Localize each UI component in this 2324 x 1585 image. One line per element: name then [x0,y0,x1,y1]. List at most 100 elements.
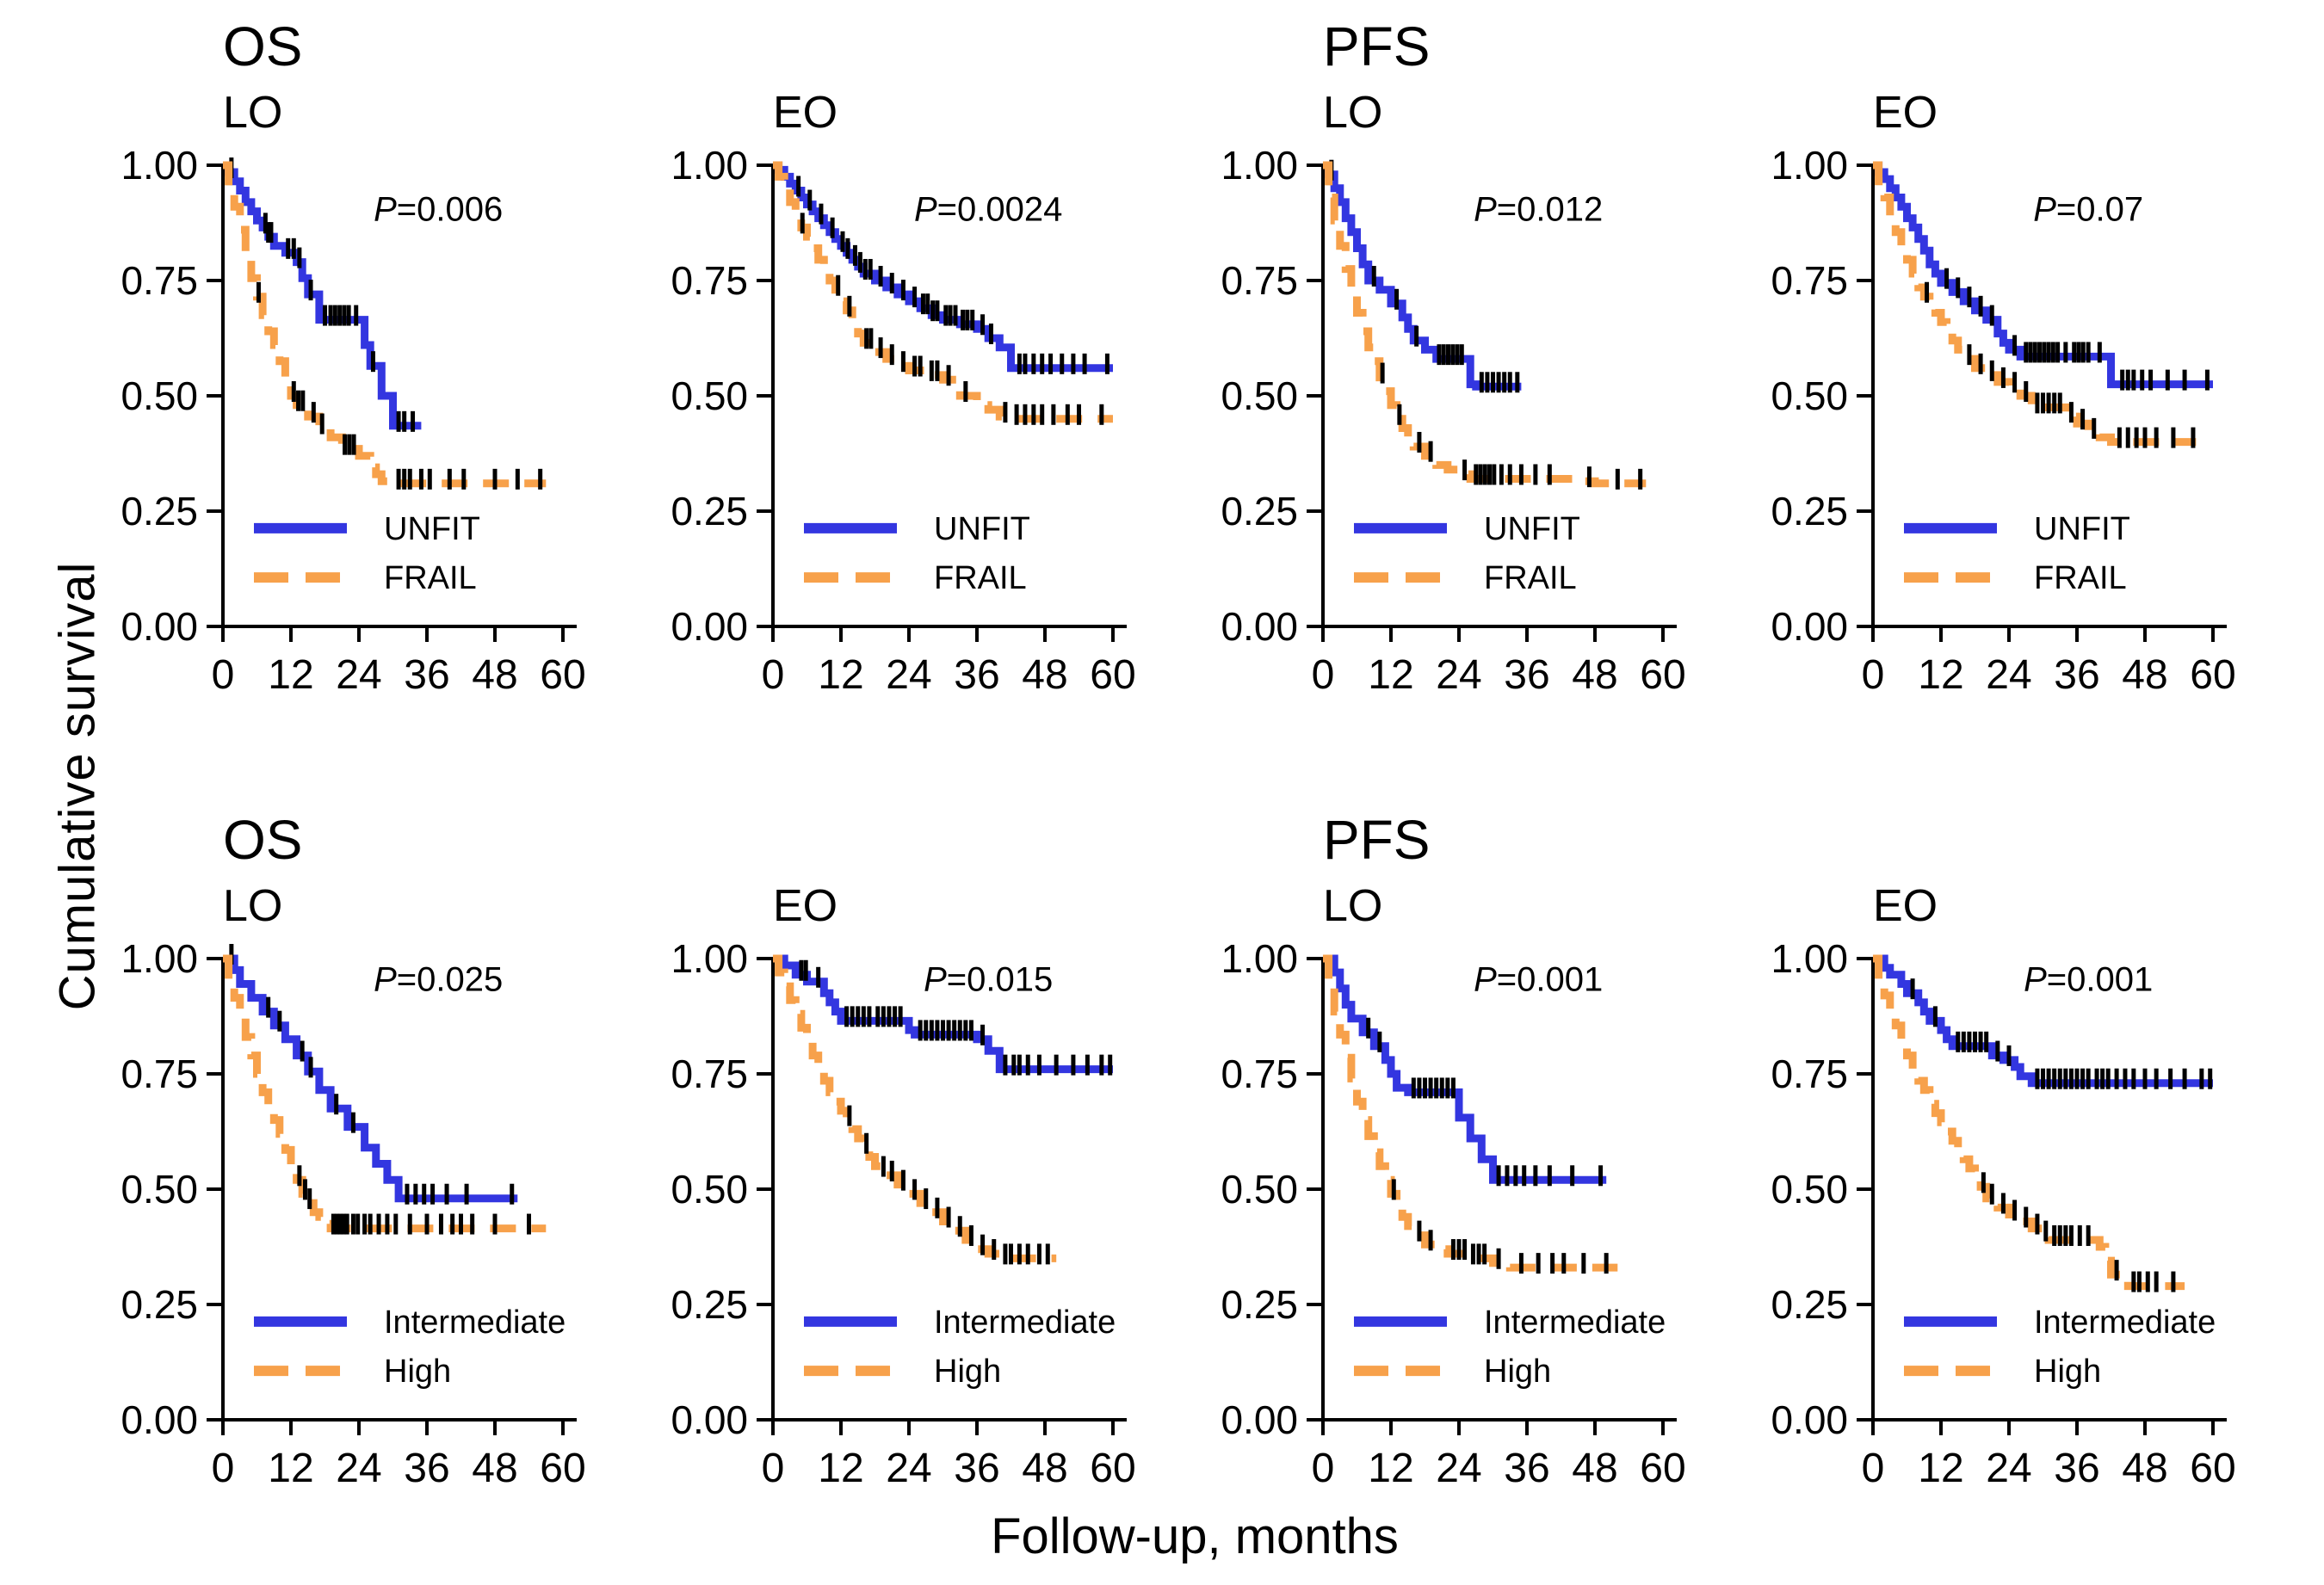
y-tick-label: 1.00 [1771,143,1848,188]
x-tick-label: 60 [1090,1446,1135,1491]
p-value-label: P=0.012 [1474,190,1603,228]
y-tick-label: 1.00 [121,936,198,981]
y-tick-label: 0.25 [121,489,198,533]
legend-label-high: High [2034,1354,2101,1390]
legend-label-high: High [384,1354,451,1390]
km-plot-svg: 1.00 0.75 0.50 0.25 0.00 0 12 24 36 48 60 P=0.015 In… [671,936,1135,1491]
legend-label-unfit: UNFIT [2034,511,2130,547]
legend-label-intermediate: Intermediate [384,1304,566,1341]
panel-group-title: OS [223,809,303,871]
x-tick-label: 48 [2122,652,2167,698]
y-tick-label: 0.25 [121,1282,198,1327]
x-tick-label: 60 [2190,1446,2235,1491]
km-curve-intermediate [773,954,1113,1074]
x-tick-label: 24 [886,1446,931,1491]
x-tick-label: 24 [1436,652,1481,698]
p-value-label: P=0.0024 [914,190,1062,228]
legend-label-frail: FRAIL [2034,560,2127,596]
x-tick-label: 36 [404,1446,449,1491]
x-tick-label: 36 [1504,1446,1549,1491]
y-tick-label: 0.50 [671,1167,748,1212]
legend-label-unfit: UNFIT [1484,511,1580,547]
km-curve-unfit [223,161,422,430]
x-tick-label: 48 [1572,652,1617,698]
legend-label-intermediate: Intermediate [1484,1304,1666,1341]
p-value-label: P=0.006 [374,190,503,228]
km-curve-high [1323,954,1618,1272]
km-curve-high [223,954,547,1233]
x-tick-label: 12 [818,652,863,698]
y-tick-label: 1.00 [1221,143,1298,188]
x-tick-label: 12 [818,1446,863,1491]
x-tick-label: 36 [1504,652,1549,698]
y-tick-label: 0.75 [121,258,198,303]
p-value-label: P=0.015 [924,961,1053,999]
panel-subtitle: EO [773,881,838,931]
km-plot-svg: 1.00 0.75 0.50 0.25 0.00 0 12 24 36 48 60 P=0.0024 U… [671,143,1135,698]
x-tick-label: 0 [1862,1446,1885,1491]
panel-subtitle: LO [223,88,283,138]
x-tick-label: 60 [1640,652,1685,698]
panel-subtitle: EO [1873,88,1938,138]
x-tick-label: 36 [954,1446,999,1491]
y-tick-label: 0.25 [671,489,748,533]
panel-subtitle: LO [1323,88,1383,138]
panel-subtitle: LO [1323,881,1383,931]
y-tick-label: 0.75 [1771,258,1848,303]
y-tick-label: 1.00 [671,143,748,188]
x-tick-label: 60 [1640,1446,1685,1491]
legend-label-unfit: UNFIT [384,511,480,547]
x-tick-label: 36 [2054,1446,2099,1491]
y-tick-label: 0.00 [671,604,748,649]
y-tick-label: 0.50 [1221,373,1298,418]
y-tick-label: 0.00 [1221,1397,1298,1442]
x-tick-label: 12 [268,652,313,698]
y-tick-label: 0.00 [121,1397,198,1442]
km-plot-svg: 1.00 0.75 0.50 0.25 0.00 0 12 24 36 48 60 P=0.001 In… [1221,936,1685,1491]
axis-line [1321,165,1677,628]
x-tick-label: 48 [1022,652,1067,698]
y-tick-label: 1.00 [1771,936,1848,981]
x-tick-label: 48 [2122,1446,2167,1491]
x-tick-label: 24 [1986,1446,2031,1491]
panel: PFS LO 1.00 0.75 0.50 0.25 0.00 0 12 24 36 48 60 P=… [1202,804,1738,1496]
km-curve-intermediate [1323,954,1607,1184]
y-tick-label: 0.00 [671,1397,748,1442]
panel: EO 1.00 0.75 0.50 0.25 0.00 0 12 24 36 48 60 P=0.00… [652,10,1188,702]
x-axis-title: Follow-up, months [991,1508,1399,1564]
legend-label-frail: FRAIL [384,560,477,596]
panel-subtitle: EO [1873,881,1938,931]
panel: OS LO 1.00 0.75 0.50 0.25 0.00 0 12 24 36 48 60 P=0… [102,804,638,1496]
x-tick-label: 36 [954,652,999,698]
panel: PFS LO 1.00 0.75 0.50 0.25 0.00 0 12 24 36 48 60 P=… [1202,10,1738,702]
y-tick-label: 0.25 [1221,1282,1298,1327]
panel-group-title [1752,10,2288,83]
x-tick-label: 48 [472,1446,517,1491]
panel-group-title [1752,804,2288,876]
km-plot-svg: 1.00 0.75 0.50 0.25 0.00 0 12 24 36 48 60 P=0.001 In… [1771,936,2235,1491]
panel-subtitle: EO [773,88,838,138]
x-tick-label: 0 [1312,652,1335,698]
panel-group-title: PFS [1323,809,1431,871]
km-plot-svg: 1.00 0.75 0.50 0.25 0.00 0 12 24 36 48 60 P=0.07 UNF… [1771,143,2235,698]
x-tick-label: 0 [762,1446,785,1491]
x-tick-label: 24 [1436,1446,1481,1491]
legend-label-high: High [934,1354,1001,1390]
x-tick-label: 60 [540,1446,585,1491]
y-tick-label: 0.50 [121,1167,198,1212]
x-tick-label: 36 [2054,652,2099,698]
x-tick-label: 0 [212,652,235,698]
legend-label-frail: FRAIL [1484,560,1577,596]
y-tick-label: 0.75 [1221,258,1298,303]
panel: EO 1.00 0.75 0.50 0.25 0.00 0 12 24 36 48 60 P=0.00… [1752,804,2288,1496]
km-curve-frail [773,161,1113,423]
y-tick-label: 0.00 [1221,604,1298,649]
panel-group-title [652,10,1188,83]
y-tick-label: 1.00 [1221,936,1298,981]
y-axis-title: Cumulative survival [49,561,106,1011]
km-curve-high [1873,954,2185,1291]
x-tick-label: 12 [1368,652,1413,698]
y-tick-label: 0.50 [1771,373,1848,418]
p-value-label: P=0.07 [2033,190,2143,228]
km-curve-unfit [1873,161,2213,389]
